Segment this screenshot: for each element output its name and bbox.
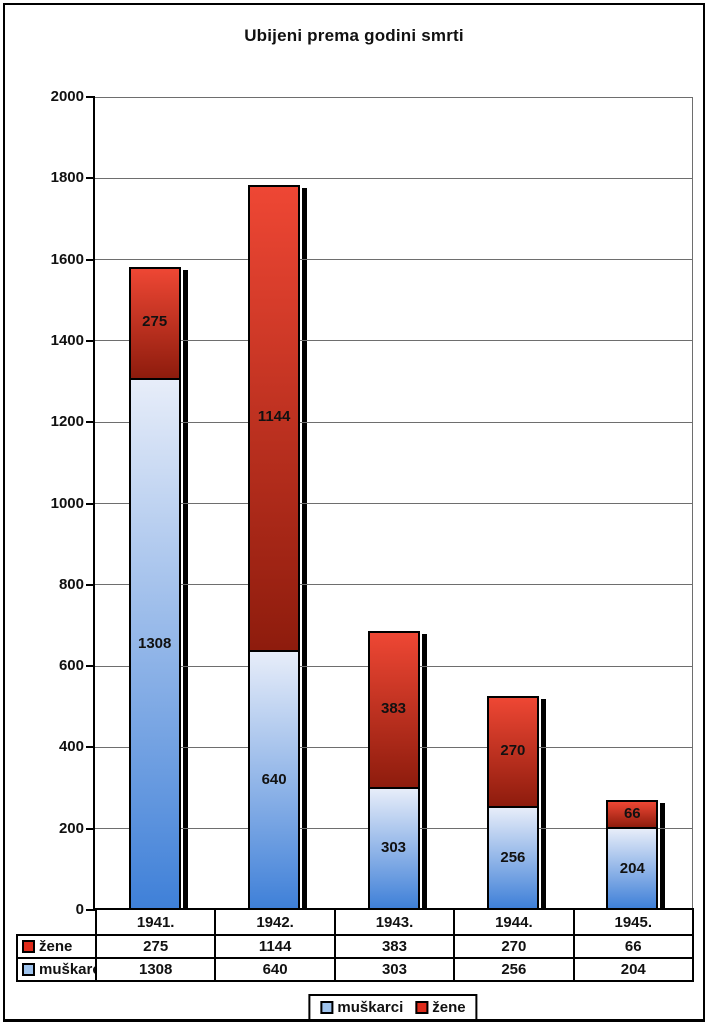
table-corner-cell [17, 909, 96, 935]
bar-group-1943: 383 303 [367, 631, 427, 910]
table-value-muskarci-1944: 256 [453, 957, 575, 982]
muskarci-marker-icon [320, 1001, 334, 1014]
data-label-muskarci: 256 [500, 848, 526, 866]
table-value-zene-1943: 383 [333, 934, 456, 959]
legend: muškarci žene [308, 994, 478, 1021]
y-tick-label: 600 [58, 657, 84, 675]
bar-shadow [302, 187, 308, 910]
bar-segment-zene [128, 266, 181, 379]
bar-group-1944: 270 256 [486, 696, 546, 910]
table-row-label-zene: žene [16, 934, 97, 959]
table-value-zene-1944: 270 [453, 934, 575, 959]
x-tick-label-1942: 1942. [214, 908, 336, 936]
x-tick-label-1944: 1944. [453, 908, 575, 936]
x-tick-label-1945: 1945. [572, 908, 694, 936]
y-tick-label: 1600 [50, 250, 84, 268]
legend-label-zene: žene [432, 999, 466, 1016]
y-tick-label: 2000 [50, 88, 84, 105]
y-tick-mark [86, 665, 95, 668]
table-value-zene-1945: 66 [572, 934, 694, 959]
y-tick-label: 200 [58, 819, 84, 837]
y-tick-mark [86, 339, 95, 342]
y-tick-label: 800 [58, 575, 84, 593]
y-tick-label: 1800 [50, 169, 84, 187]
bar-segment-zene [248, 184, 301, 650]
y-tick-label: 1000 [50, 494, 84, 512]
bar-shadow [182, 269, 188, 910]
table-value-zene-1941: 275 [94, 934, 217, 959]
y-tick-mark [86, 177, 95, 180]
y-axis-line [93, 96, 95, 910]
zene-marker-icon [415, 1001, 429, 1014]
y-gridline [95, 584, 692, 586]
y-tick-mark [86, 96, 95, 98]
y-tick-mark [86, 421, 95, 424]
bar-segment-muskarci [367, 786, 420, 910]
legend-item-muskarci: muškarci [320, 999, 403, 1016]
table-value-muskarci-1943: 303 [333, 957, 456, 982]
bar-shadow [660, 803, 666, 910]
x-tick-label-1943: 1943. [333, 908, 456, 936]
bar-segment-muskarci [128, 378, 181, 910]
bar-segment-zene [486, 696, 539, 806]
y-tick-label: 1200 [50, 413, 84, 431]
y-gridline [95, 503, 692, 504]
data-label-zene: 1144 [257, 408, 291, 426]
data-table: 1941. 1942. 1943. 1944. 1945. žene 275 1144 383 2… [16, 908, 694, 982]
data-label-muskarci: 204 [619, 859, 645, 877]
y-tick-mark [86, 502, 95, 505]
y-tick-label: 1400 [50, 331, 84, 349]
bar-segment-zene [367, 631, 420, 787]
table-value-zene-1942: 1144 [214, 934, 336, 959]
chart-title: Ubijeni prema godini smrti [244, 26, 464, 45]
plot-border-right [692, 97, 693, 910]
table-value-muskarci-1945: 204 [572, 957, 694, 982]
y-tick-mark [86, 258, 95, 261]
bar-segment-muskarci [486, 805, 539, 910]
table-value-muskarci-1942: 640 [214, 957, 336, 982]
x-tick-label-1941: 1941. [94, 908, 217, 936]
bar-group-1941: 275 1308 [128, 266, 188, 910]
y-gridline [95, 421, 692, 423]
data-label-muskarci: 1308 [138, 635, 172, 653]
data-label-zene: 66 [623, 804, 641, 822]
bar-segment-zene [606, 800, 659, 828]
bar-group-1942: 1144 640 [248, 184, 308, 910]
y-tick-mark [86, 827, 95, 830]
y-tick-label: 400 [58, 738, 84, 756]
table-row-label-muskarci: muškarci [16, 957, 97, 982]
data-label-zene: 275 [142, 313, 168, 331]
bar-group-1945: 66 204 [606, 800, 666, 910]
y-gridline [95, 340, 692, 342]
bar-shadow [421, 634, 427, 910]
y-gridline [95, 96, 692, 98]
data-label-zene: 270 [500, 742, 526, 760]
y-tick-mark [86, 746, 95, 749]
y-tick-mark [86, 909, 95, 911]
table-value-muskarci-1941: 1308 [94, 957, 217, 982]
legend-item-zene: žene [415, 999, 466, 1016]
legend-label-muskarci: muškarci [337, 999, 404, 1016]
data-label-zene: 383 [380, 699, 407, 717]
muskarci-marker-icon [22, 963, 35, 976]
zene-marker-icon [22, 940, 35, 953]
y-gridline [95, 259, 692, 261]
bar-shadow [540, 699, 546, 910]
series-name-muskarci: muškarci [39, 961, 94, 978]
data-label-muskarci: 640 [261, 770, 287, 788]
y-gridline [95, 177, 692, 179]
y-tick-label: 0 [75, 901, 84, 918]
y-tick-mark [86, 583, 95, 586]
data-label-muskarci: 303 [380, 839, 407, 857]
series-name-zene: žene [39, 938, 73, 955]
